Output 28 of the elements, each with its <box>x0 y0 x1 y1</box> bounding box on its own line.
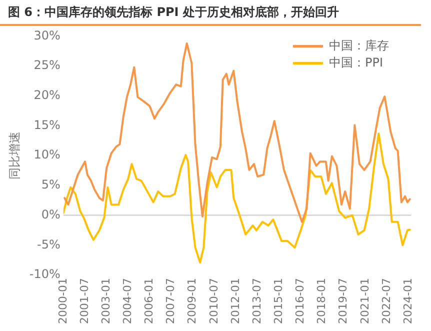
x-tick-label: 2013-07 <box>250 278 264 324</box>
y-tick-label: -5% <box>37 237 60 252</box>
legend-label: 中国：库存 <box>329 38 389 52</box>
x-tick-label: 2001-07 <box>78 278 91 324</box>
x-tick-label: 2015-01 <box>272 278 286 324</box>
y-tick-label: 10% <box>34 148 60 162</box>
x-tick-label: 2012-01 <box>228 278 242 324</box>
y-tick-label: 15% <box>34 118 60 132</box>
x-tick-label: 2016-07 <box>294 278 307 324</box>
y-tick-label: 0% <box>41 207 60 222</box>
x-tick-label: 2021-01 <box>358 278 372 324</box>
x-tick-label: 2003-01 <box>99 278 112 324</box>
y-tick-label: 30% <box>34 28 60 42</box>
legend-label: 中国：PPI <box>329 55 384 70</box>
x-tick-label: 2018-01 <box>315 278 328 324</box>
x-tick-label: 2019-07 <box>336 278 350 324</box>
x-tick-label: 2009-01 <box>186 278 199 324</box>
chart-title: 图 6：中国库存的领先指标 PPI 处于历史相对底部，开始回升 <box>0 0 421 26</box>
x-tick-label: 2010-07 <box>207 278 220 324</box>
y-tick-label: 25% <box>34 58 60 72</box>
y-tick-label: 5% <box>41 178 60 192</box>
x-tick-label: 2024-01 <box>401 278 414 324</box>
y-tick-label: 20% <box>34 88 60 102</box>
x-tick-label: 2006-01 <box>142 278 156 324</box>
x-tick-label: 2004-07 <box>120 278 134 324</box>
x-tick-label: 2022-07 <box>380 278 393 324</box>
x-tick-label: 2007-07 <box>164 278 178 324</box>
y-axis-title: 同比增速 <box>7 132 22 180</box>
